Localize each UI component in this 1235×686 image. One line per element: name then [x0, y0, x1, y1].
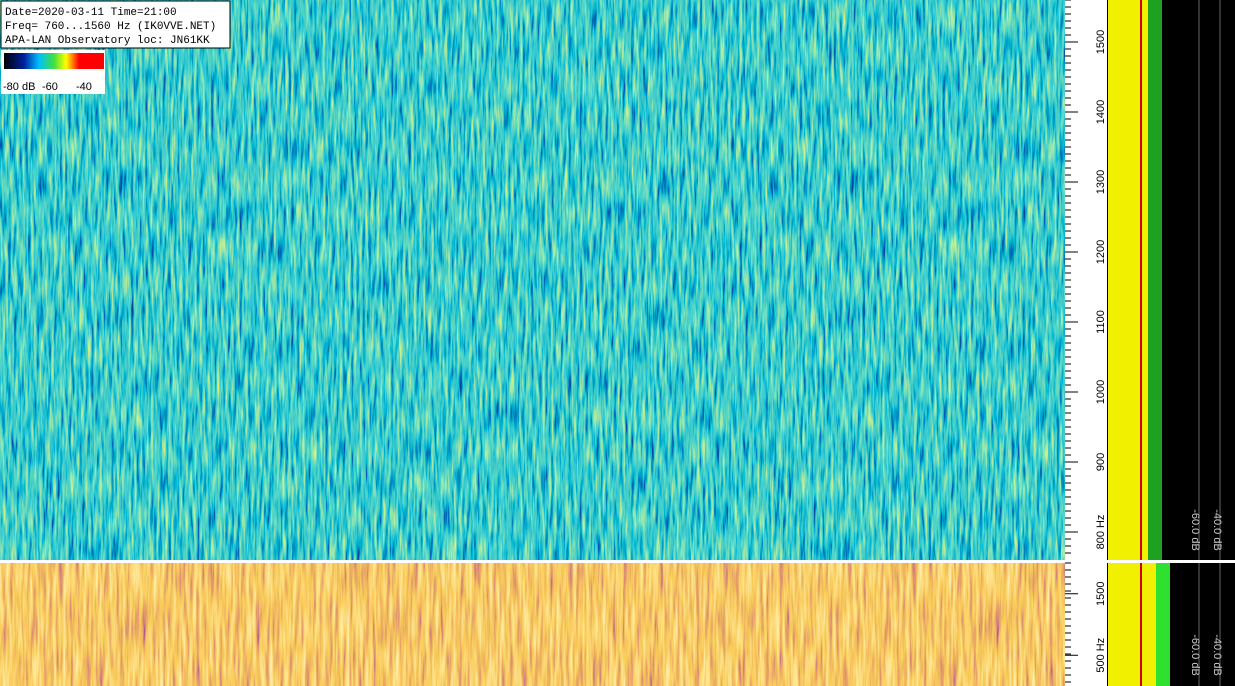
- colorbar-label: -80 dB: [3, 81, 35, 93]
- info-line: Freq= 760...1560 Hz (IK0VVE.NET): [5, 21, 216, 33]
- tick-label: 1500: [1095, 30, 1107, 54]
- level-label: -40.0 dB: [1211, 634, 1223, 676]
- divider: [0, 560, 1235, 563]
- colorbar-label: -60: [42, 81, 58, 93]
- tick-label: 900: [1095, 453, 1107, 471]
- tick-label: 1300: [1095, 170, 1107, 194]
- lower-waterfall: [0, 563, 1065, 686]
- upper-waterfall: [0, 0, 1065, 560]
- info-line: APA-LAN Observatory loc: JN61KK: [5, 35, 210, 47]
- tick-label: 800 Hz: [1095, 515, 1107, 550]
- level-label: -40.0 dB: [1211, 509, 1223, 551]
- axis-panel: [1065, 0, 1107, 686]
- level-trace: [1148, 0, 1162, 560]
- info-line: Date=2020-03-11 Time=21:00: [5, 7, 177, 19]
- colorbar: [4, 53, 104, 69]
- tick-label: 1000: [1095, 380, 1107, 404]
- colorbar-label: -40: [76, 81, 92, 93]
- level-label: -60.0 dB: [1189, 509, 1201, 551]
- level-band: [1108, 563, 1156, 686]
- tick-label: 1200: [1095, 240, 1107, 264]
- tick-label: 1500: [1095, 582, 1107, 606]
- tick-label: 1100: [1095, 310, 1107, 334]
- level-trace: [1156, 563, 1170, 686]
- tick-label: 1400: [1095, 100, 1107, 124]
- info-box: [0, 0, 231, 49]
- tick-label: 500 Hz: [1095, 638, 1107, 673]
- level-label: -60.0 dB: [1189, 634, 1201, 676]
